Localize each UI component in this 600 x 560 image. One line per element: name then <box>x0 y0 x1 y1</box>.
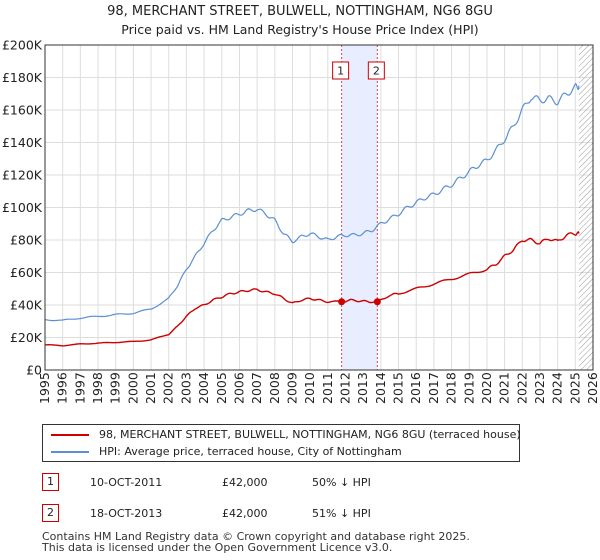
sale-number-label: 1 <box>337 65 344 78</box>
x-tick-label: 2010 <box>302 372 317 404</box>
x-tick-label: 2013 <box>355 372 370 404</box>
x-tick-label: 2011 <box>320 372 335 404</box>
x-tick-label: 2008 <box>267 372 282 404</box>
x-tick-label: 1999 <box>108 372 123 404</box>
x-tick-label: 1995 <box>37 372 52 404</box>
x-tick-label: 2017 <box>426 372 441 404</box>
y-tick-label: £20K <box>10 330 43 345</box>
sale-price: £42,000 <box>222 476 268 489</box>
x-tick-label: 2026 <box>585 372 600 404</box>
x-tick-label: 2018 <box>444 372 459 404</box>
y-tick-label: £180K <box>2 70 43 85</box>
x-tick-label: 1998 <box>90 372 105 404</box>
y-tick-label: £60K <box>10 265 43 280</box>
x-tick-label: 2021 <box>497 372 512 404</box>
sale-point <box>373 298 381 306</box>
legend-swatch-property <box>51 434 89 436</box>
chart-subtitle: Price paid vs. HM Land Registry's House … <box>121 22 479 37</box>
legend-swatch-hpi <box>51 451 89 453</box>
sale-price: £42,000 <box>222 507 268 520</box>
sale-date: 18-OCT-2013 <box>90 507 163 520</box>
sale-vs-hpi: 51% ↓ HPI <box>312 507 371 520</box>
x-tick-label: 2015 <box>391 372 406 404</box>
y-tick-label: £0 <box>26 363 42 378</box>
x-tick-label: 2014 <box>373 372 388 404</box>
footer-licence: This data is licensed under the Open Gov… <box>42 541 393 554</box>
y-tick-label: £80K <box>10 233 43 248</box>
x-tick-label: 1997 <box>72 372 87 404</box>
footer-copyright: Contains HM Land Registry data © Crown c… <box>42 530 470 543</box>
y-tick-label: £40K <box>10 298 43 313</box>
x-tick-label: 2002 <box>161 372 176 404</box>
x-tick-label: 2019 <box>461 372 476 404</box>
x-tick-label: 2007 <box>249 372 264 404</box>
x-tick-label: 2016 <box>408 372 423 404</box>
x-tick-label: 2024 <box>550 372 565 404</box>
price-chart: 1 2 £0 £20K £40K £60K £80K £100K £120K £140K £160… <box>2 38 600 405</box>
sale-vs-hpi: 50% ↓ HPI <box>312 476 371 489</box>
chart-legend: 98, MERCHANT STREET, BULWELL, NOTTINGHAM… <box>42 424 521 462</box>
sale-number-label: 2 <box>373 65 380 78</box>
sale-point <box>338 298 346 306</box>
sale-number-box <box>367 61 385 80</box>
property-price-line <box>45 231 580 347</box>
x-tick-label: 1996 <box>55 372 70 404</box>
y-tick-label: £200K <box>2 38 43 53</box>
y-tick-label: £100K <box>2 200 43 215</box>
sale-badge: 2 <box>42 504 59 522</box>
legend-label-hpi: HPI: Average price, terraced house, City… <box>99 445 402 458</box>
sale-date: 10-OCT-2011 <box>90 476 163 489</box>
y-tick-label: £120K <box>2 168 43 183</box>
x-tick-label: 2022 <box>514 372 529 404</box>
y-tick-label: £140K <box>2 135 43 150</box>
x-tick-label: 2000 <box>125 372 140 404</box>
x-tick-label: 2020 <box>479 372 494 404</box>
x-tick-label: 2012 <box>338 372 353 404</box>
x-tick-label: 2023 <box>532 372 547 404</box>
x-tick-label: 2001 <box>143 372 158 404</box>
x-tick-label: 2025 <box>567 372 582 404</box>
chart-title: 98, MERCHANT STREET, BULWELL, NOTTINGHAM… <box>107 4 493 19</box>
hpi-line <box>45 82 580 322</box>
forecast-hatch <box>578 45 593 370</box>
sale-badge: 1 <box>42 473 59 491</box>
x-tick-label: 2009 <box>284 372 299 404</box>
legend-label-property: 98, MERCHANT STREET, BULWELL, NOTTINGHAM… <box>99 428 521 441</box>
plot-frame <box>44 44 594 371</box>
x-tick-label: 2005 <box>214 372 229 404</box>
x-tick-label: 2004 <box>196 372 211 404</box>
sale-number-box <box>332 61 350 80</box>
x-tick-label: 2006 <box>231 372 246 404</box>
y-tick-label: £160K <box>2 103 43 118</box>
x-tick-label: 2003 <box>178 372 193 404</box>
sale-period-band <box>341 45 378 370</box>
